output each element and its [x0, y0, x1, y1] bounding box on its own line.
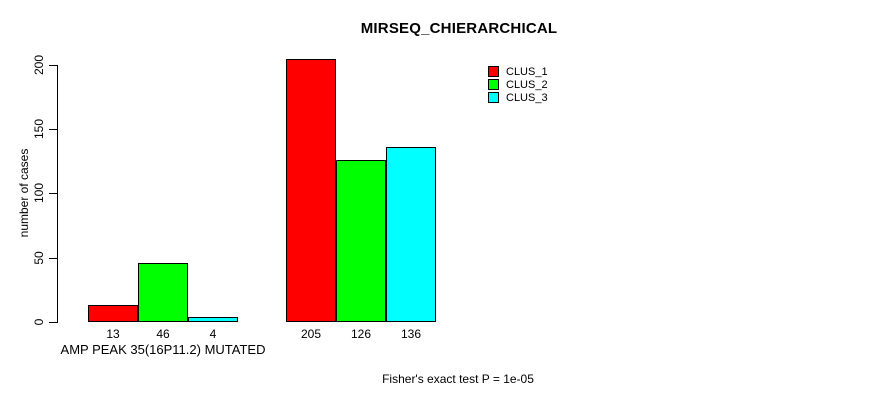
bar-value-label: 205: [300, 327, 322, 341]
y-tick: [49, 322, 57, 323]
bar-value-label: 46: [156, 327, 170, 341]
y-tick: [49, 193, 57, 194]
y-tick-label: 0: [32, 318, 46, 326]
y-tick-label: 50: [32, 251, 46, 265]
y-tick: [49, 258, 57, 259]
legend-swatch-clus_3: [488, 92, 499, 103]
bar-clus_1-group2: [286, 59, 336, 322]
legend-label: CLUS_3: [506, 91, 548, 104]
chart-title: MIRSEQ_CHIERARCHICAL: [360, 20, 558, 37]
y-tick: [49, 65, 57, 66]
annotation-text: Fisher's exact test P = 1e-05: [382, 372, 534, 386]
legend-label: CLUS_2: [506, 78, 548, 91]
y-tick-label: 100: [32, 182, 46, 204]
bar-clus_1-group1: [88, 305, 138, 322]
y-tick-label: 150: [32, 118, 46, 140]
bar-clus_2-group2: [336, 160, 386, 322]
bar-clus_3-group1: [188, 317, 238, 322]
bar-clus_3-group2: [386, 147, 436, 322]
y-axis-label: number of cases: [17, 148, 31, 238]
legend-row: CLUS_3: [488, 91, 548, 104]
bar-value-label: 4: [209, 327, 217, 341]
legend: CLUS_1 CLUS_2 CLUS_3: [488, 65, 548, 104]
legend-label: CLUS_1: [506, 65, 548, 78]
bar-value-label: 136: [400, 327, 422, 341]
y-tick-label: 200: [32, 54, 46, 76]
legend-row: CLUS_1: [488, 65, 548, 78]
bar-value-label: 126: [350, 327, 372, 341]
y-axis-line: [57, 65, 58, 323]
legend-swatch-clus_1: [488, 66, 499, 77]
bar-clus_2-group1: [138, 263, 188, 322]
y-tick: [49, 129, 57, 130]
legend-row: CLUS_2: [488, 78, 548, 91]
bar-value-label: 13: [106, 327, 120, 341]
legend-swatch-clus_2: [488, 79, 499, 90]
x-axis-group-label: AMP PEAK 35(16P11.2) MUTATED: [60, 342, 266, 357]
